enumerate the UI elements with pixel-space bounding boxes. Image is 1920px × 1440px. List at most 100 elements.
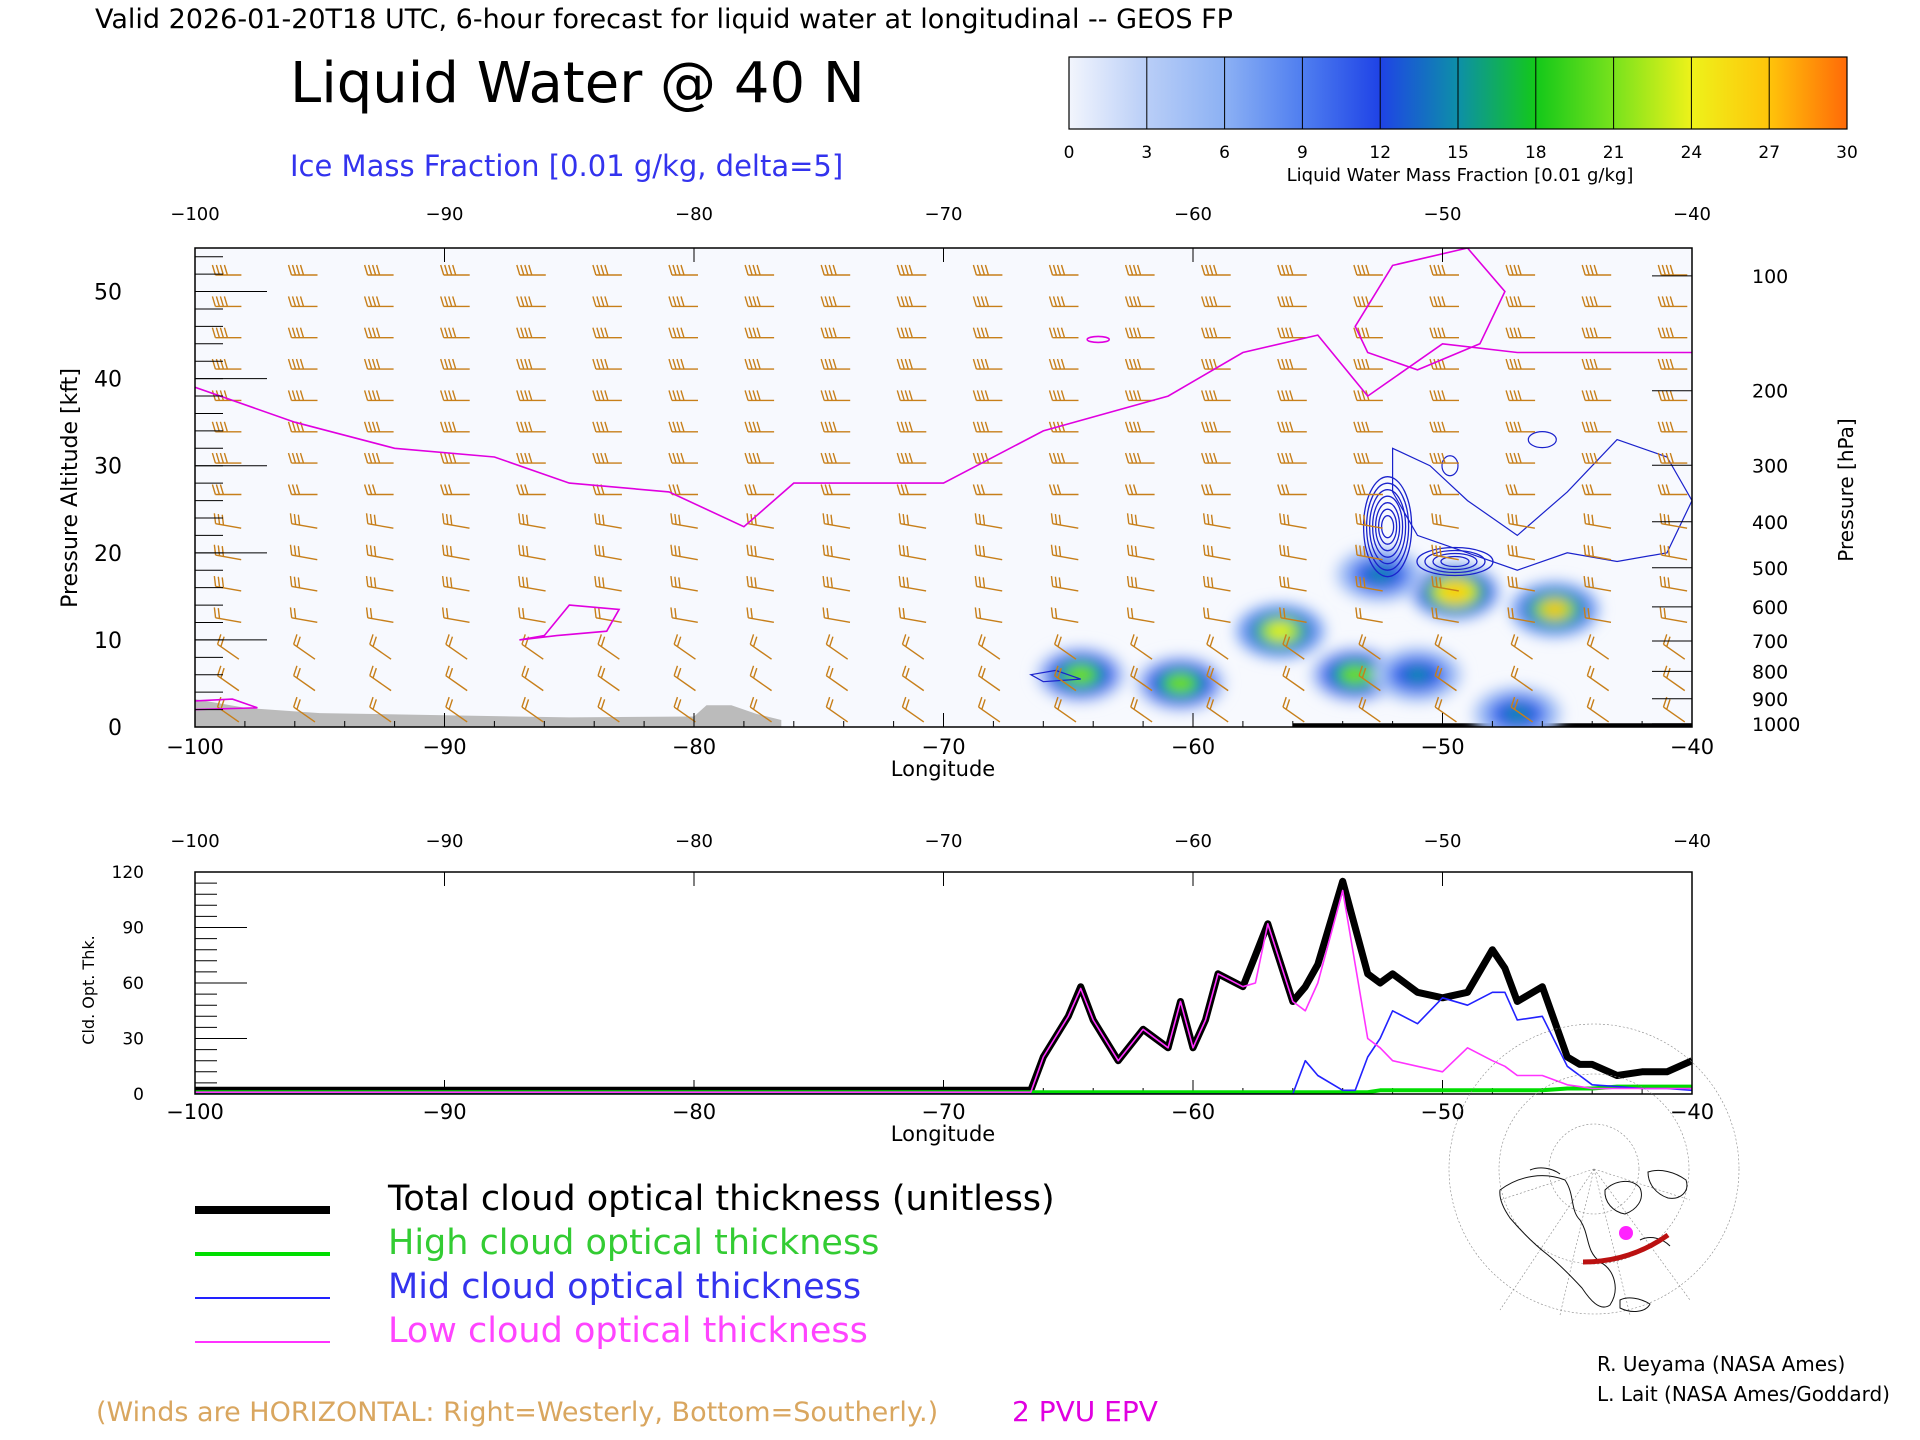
wind-barb-body — [746, 575, 775, 592]
wind-barb-flag — [908, 327, 913, 338]
wind-barb-body — [1507, 544, 1536, 561]
wind-barb-body — [1505, 452, 1536, 464]
wind-barb — [592, 390, 622, 402]
wind-barb-flag — [600, 667, 606, 679]
colorbar-tick-label: 12 — [1369, 143, 1391, 163]
wind-barb-flag — [444, 358, 449, 370]
wind-barb-flag — [452, 358, 457, 370]
wind-barb — [441, 544, 470, 561]
wind-barb-flag — [1201, 358, 1206, 370]
wind-barb-flag — [524, 421, 529, 433]
wind-barb-flag — [1048, 296, 1054, 307]
wind-barb-flag — [1213, 327, 1218, 338]
wind-barb-flag — [1289, 452, 1294, 464]
wind-barb-flag — [602, 546, 605, 557]
wind-barb-shaft — [1356, 554, 1383, 561]
wind-barb-flag — [524, 452, 529, 464]
wind-barb-shaft — [521, 643, 544, 660]
wind-barb-body — [289, 513, 318, 529]
wind-barb-flag — [296, 667, 301, 679]
wind-barb-flag — [604, 358, 609, 370]
wind-barb-shaft — [1434, 706, 1457, 723]
colorbar-tick-label: 3 — [1141, 143, 1152, 163]
wind-barb-body — [1581, 452, 1612, 464]
wind-barb-flag — [1209, 484, 1214, 495]
wind-barb-flag — [598, 576, 601, 588]
wind-barb-body — [1277, 390, 1307, 402]
wind-barb-shaft — [1128, 585, 1155, 592]
wind-barb-body — [1657, 452, 1688, 464]
wind-barb-flag — [820, 452, 825, 464]
wind-barb-body — [363, 421, 394, 433]
wind-barb-flag — [1666, 667, 1671, 679]
wind-barb-flag — [748, 452, 753, 464]
upper-plot-background — [195, 248, 1692, 727]
wind-barb-flag — [670, 513, 673, 524]
wind-barb-flag — [1581, 484, 1586, 495]
wind-barb-flag — [367, 484, 373, 495]
wind-barb — [440, 484, 470, 496]
wind-barb-body — [1277, 421, 1307, 433]
wind-barb — [746, 544, 775, 561]
wind-barb — [974, 607, 1003, 624]
wind-barb-flag — [1659, 607, 1663, 618]
wind-barb-flag — [293, 513, 297, 525]
wind-barb-flag — [1513, 264, 1518, 276]
wind-barb — [363, 327, 394, 339]
wind-barb-flag — [452, 452, 457, 464]
wind-barb-flag — [1583, 544, 1587, 556]
wind-barb-body — [1277, 484, 1307, 496]
wind-barb-flag — [982, 577, 986, 588]
legend-label-mid: Mid cloud optical thickness — [388, 1267, 861, 1307]
wind-barb-flag — [295, 264, 301, 276]
wind-barb — [1429, 484, 1459, 496]
wind-barb-body — [898, 607, 927, 624]
wind-barb — [1659, 544, 1688, 561]
wind-barb-flag — [1048, 327, 1054, 338]
wind-barb-flag — [1585, 484, 1590, 495]
wind-barb-flag — [524, 327, 529, 338]
upper-x-top-tick-label: −60 — [1174, 204, 1212, 225]
ice-contour — [1380, 515, 1395, 539]
liquid-water-blob — [1342, 666, 1368, 683]
wind-barb — [594, 513, 622, 529]
wind-barb-flag — [904, 358, 909, 370]
wind-barb-flag — [668, 421, 673, 433]
wind-barb — [670, 513, 698, 529]
wind-barb-body — [1586, 665, 1610, 692]
wind-barb-body — [744, 296, 775, 308]
lower-x-top-tick-label: −80 — [675, 831, 713, 852]
wind-barb-flag — [1048, 390, 1054, 401]
wind-barb-flag — [1583, 575, 1587, 587]
wind-barb-shaft — [1204, 585, 1231, 592]
wind-barb-flag — [1661, 296, 1666, 307]
wind-barb-body — [518, 544, 546, 561]
wind-barb-body — [1124, 327, 1155, 339]
wind-barb-flag — [674, 513, 677, 525]
wind-barb — [746, 607, 775, 624]
wind-barb-flag — [976, 452, 982, 464]
wind-barb-flag — [1586, 634, 1592, 645]
wind-barb-flag — [1431, 575, 1434, 587]
wind-barb-flag — [1505, 358, 1510, 370]
wind-barb-body — [901, 696, 925, 723]
wind-barb-shaft — [748, 585, 775, 592]
wind-barb — [1505, 421, 1536, 433]
wind-barb — [521, 696, 544, 723]
wind-barb-flag — [1511, 513, 1514, 525]
wind-barb-flag — [748, 484, 753, 495]
wind-barb-flag — [1361, 264, 1366, 276]
wind-barb-flag — [1505, 327, 1510, 338]
legend-label-total: Total cloud optical thickness (unitless) — [387, 1179, 1055, 1219]
wind-barb-shaft — [1585, 554, 1612, 561]
wind-barb-flag — [1431, 513, 1434, 524]
wind-barb — [1581, 452, 1612, 464]
wind-barb — [363, 264, 394, 276]
wind-barb — [1130, 665, 1153, 692]
wind-barb-body — [744, 358, 775, 370]
wind-barb-flag — [1353, 484, 1358, 495]
wind-barb-flag — [1657, 358, 1662, 370]
wind-barb-flag — [1052, 452, 1058, 464]
wind-barb-flag — [1589, 358, 1594, 370]
wind-barb-flag — [295, 327, 301, 338]
